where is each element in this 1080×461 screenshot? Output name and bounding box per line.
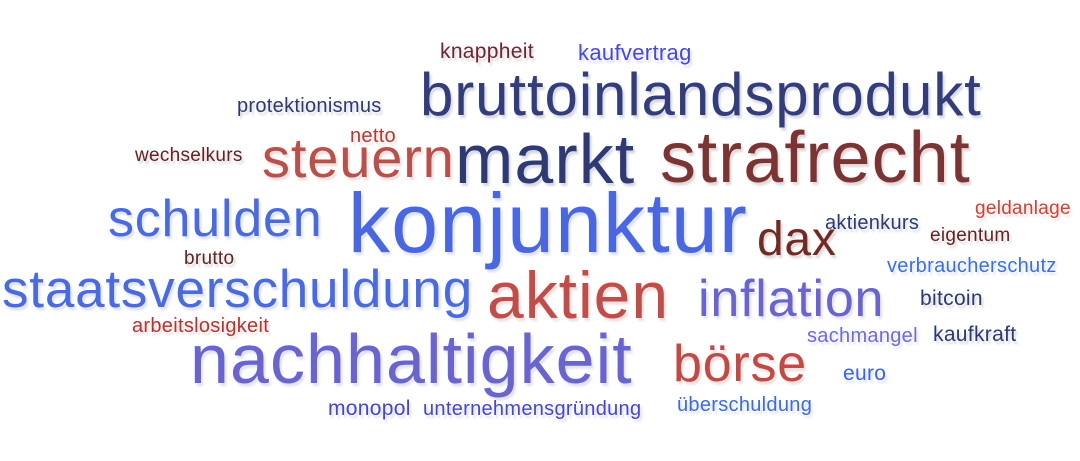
- word-aktienkurs: aktienkurs: [825, 212, 920, 234]
- word-markt: markt: [455, 120, 636, 198]
- word-strafrecht: strafrecht: [660, 118, 971, 198]
- word-steuern: steuern: [262, 126, 455, 189]
- word-inflation: inflation: [698, 270, 885, 328]
- word-eigentum: eigentum: [930, 225, 1011, 246]
- word-kaufkraft: kaufkraft: [933, 323, 1017, 346]
- word-netto: netto: [350, 125, 396, 147]
- word-knappheit: knappheit: [440, 40, 534, 63]
- word-unternehmensgründung: unternehmensgründung: [423, 398, 642, 420]
- word-protektionismus: protektionismus: [237, 95, 382, 117]
- word-bruttoinlandsprodukt: bruttoinlandsprodukt: [420, 61, 982, 128]
- word-sachmangel: sachmangel: [807, 325, 918, 347]
- word-börse: börse: [673, 335, 807, 393]
- word-nachhaltigkeit: nachhaltigkeit: [190, 320, 633, 398]
- word-arbeitslosigkeit: arbeitslosigkeit: [132, 315, 270, 337]
- word-aktien: aktien: [487, 258, 670, 332]
- word-geldanlage: geldanlage: [975, 198, 1071, 219]
- word-euro: euro: [843, 362, 887, 385]
- word-monopol: monopol: [328, 397, 411, 420]
- word-bitcoin: bitcoin: [920, 287, 983, 310]
- word-brutto: brutto: [184, 248, 235, 269]
- word-schulden: schulden: [108, 190, 323, 248]
- word-konjunktur: konjunktur: [348, 176, 749, 270]
- word-staatsverschuldung: staatsverschuldung: [2, 260, 473, 319]
- word-wechselkurs: wechselkurs: [135, 145, 243, 166]
- word-überschuldung: überschuldung: [677, 394, 813, 416]
- word-verbraucherschutz: verbraucherschutz: [887, 255, 1057, 277]
- word-kaufvertrag: kaufvertrag: [578, 40, 692, 65]
- word-dax: dax: [757, 213, 837, 266]
